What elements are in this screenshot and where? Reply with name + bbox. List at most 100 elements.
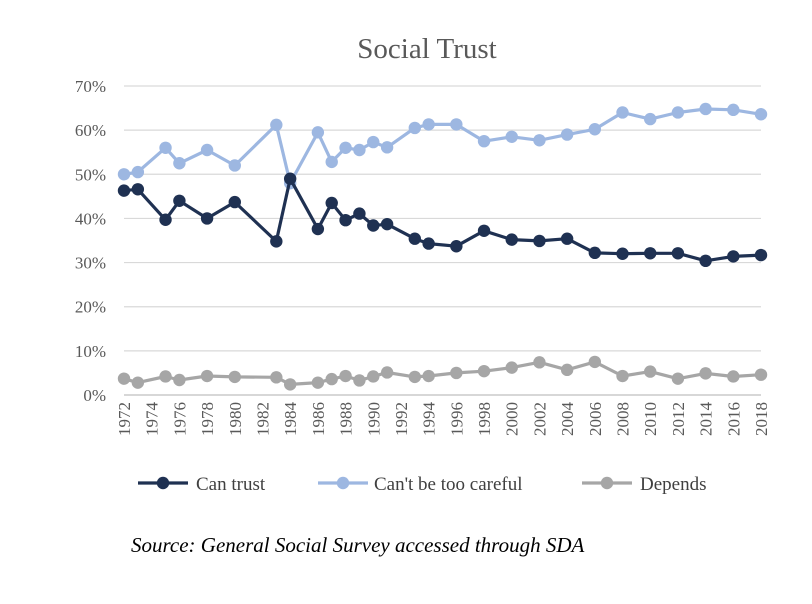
- data-point: [353, 143, 366, 157]
- data-point: [270, 118, 283, 132]
- x-tick-label: 1994: [420, 402, 439, 437]
- data-point: [533, 356, 546, 369]
- data-point: [228, 195, 241, 209]
- data-point: [353, 374, 366, 387]
- legend-swatch-marker: [336, 476, 350, 490]
- data-point: [159, 213, 172, 226]
- x-tick-label: 1972: [115, 402, 134, 436]
- data-point: [450, 240, 463, 253]
- series-line: [123, 177, 762, 263]
- data-point: [408, 232, 422, 245]
- x-tick-label: 1980: [226, 402, 245, 436]
- y-tick-label: 30%: [75, 254, 106, 273]
- data-point: [422, 237, 435, 250]
- data-point: [325, 155, 338, 169]
- data-point: [380, 141, 394, 154]
- data-point: [727, 250, 740, 263]
- data-point: [588, 246, 602, 260]
- x-tick-label: 1998: [475, 402, 494, 436]
- x-tick-label: 2010: [641, 402, 660, 436]
- y-tick-label: 70%: [75, 77, 106, 96]
- data-point: [311, 126, 325, 139]
- data-point: [270, 371, 283, 384]
- data-point: [754, 248, 768, 262]
- data-point: [450, 366, 463, 380]
- data-point: [727, 103, 740, 117]
- source-note: Source: General Social Survey accessed t…: [131, 533, 585, 557]
- legend: Can trust Can't be too careful Depends: [138, 474, 706, 495]
- data-point: [671, 372, 685, 385]
- x-tick-label: 1996: [447, 402, 466, 436]
- data-point: [477, 364, 491, 378]
- data-point: [311, 222, 325, 236]
- data-point: [117, 168, 131, 181]
- legend-label: Can trust: [196, 474, 266, 495]
- data-point: [228, 370, 241, 384]
- x-tick-label: 2016: [724, 402, 743, 436]
- legend-item: Can't be too careful: [318, 474, 523, 495]
- y-tick-label: 10%: [75, 342, 106, 361]
- data-point: [270, 235, 283, 248]
- data-point: [505, 130, 518, 143]
- data-point: [228, 159, 241, 172]
- data-point: [477, 224, 491, 237]
- data-point: [159, 141, 172, 154]
- x-tick-label: 2006: [586, 402, 605, 436]
- series-line: [123, 107, 762, 185]
- x-tick-label: 2012: [669, 402, 688, 436]
- data-point: [616, 106, 629, 119]
- data-point: [644, 247, 657, 260]
- y-tick-label: 40%: [75, 209, 106, 228]
- x-axis-ticks: 1972 1974 1976 1978 1980 1982 1984 1986 1988 1990…: [115, 402, 771, 437]
- data-point: [477, 134, 491, 148]
- data-point: [173, 157, 186, 170]
- data-point: [131, 376, 145, 389]
- data-point: [325, 372, 338, 386]
- data-point: [367, 370, 380, 383]
- data-point: [117, 372, 131, 385]
- legend-item: Can trust: [138, 474, 266, 495]
- data-point: [173, 194, 186, 207]
- data-point: [671, 106, 685, 119]
- x-tick-label: 1978: [198, 402, 217, 436]
- data-point: [200, 369, 214, 383]
- x-tick-label: 2018: [752, 402, 771, 436]
- data-point: [339, 141, 352, 154]
- data-point: [283, 378, 297, 391]
- data-point: [200, 212, 214, 225]
- x-tick-label: 2004: [558, 402, 577, 437]
- data-point: [173, 373, 186, 387]
- data-point: [754, 368, 768, 381]
- chart-title: Social Trust: [357, 33, 496, 65]
- x-tick-label: 2008: [614, 402, 633, 436]
- x-tick-label: 1974: [143, 402, 162, 437]
- legend-label: Can't be too careful: [374, 474, 523, 495]
- data-point: [699, 102, 712, 116]
- x-tick-label: 1982: [253, 402, 272, 436]
- series-line: [123, 360, 762, 386]
- data-point: [408, 121, 422, 135]
- series-1: [117, 102, 768, 190]
- data-point: [159, 370, 172, 383]
- x-tick-label: 2014: [697, 402, 716, 437]
- data-point: [353, 207, 366, 220]
- data-point: [560, 232, 574, 245]
- data-point: [505, 361, 518, 374]
- x-tick-label: 1988: [337, 402, 356, 436]
- x-tick-label: 1986: [309, 402, 328, 436]
- legend-label: Depends: [640, 474, 706, 495]
- data-point: [644, 365, 657, 378]
- data-point: [754, 108, 768, 121]
- data-point: [200, 143, 214, 157]
- series-2: [117, 355, 768, 391]
- data-point: [560, 128, 574, 141]
- legend-item: Depends: [582, 474, 706, 495]
- series-lines: [117, 102, 768, 391]
- data-point: [699, 367, 712, 380]
- x-tick-label: 2002: [530, 402, 549, 436]
- data-point: [367, 135, 380, 149]
- data-point: [450, 118, 463, 131]
- data-point: [283, 172, 297, 185]
